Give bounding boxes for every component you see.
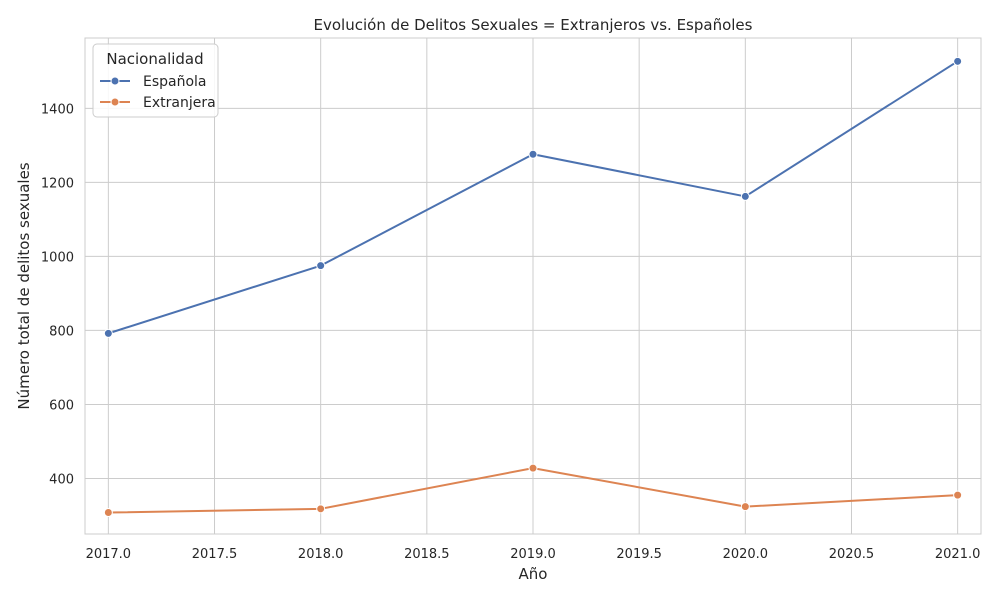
y-tick-label: 800 (49, 324, 74, 339)
legend-items: Española Extranjera (100, 74, 216, 111)
x-tick-label: 2017.5 (192, 547, 238, 562)
legend-title: Nacionalidad (106, 50, 203, 68)
data-point (103, 328, 113, 338)
x-tick-label: 2020.5 (829, 547, 875, 562)
grid (85, 38, 981, 534)
y-axis-ticks: 400 600 800 1000 1200 1400 (41, 102, 74, 487)
x-tick-label: 2019.5 (616, 547, 662, 562)
legend-box (92, 43, 219, 118)
y-tick-label: 1400 (41, 102, 74, 117)
data-point (953, 56, 963, 66)
x-axis-title: Año (519, 565, 548, 583)
data-point (316, 504, 326, 514)
x-tick-label: 2018.5 (404, 547, 450, 562)
y-tick-label: 1200 (41, 176, 74, 191)
y-tick-label: 1000 (41, 250, 74, 265)
x-axis-ticks: 2017.0 2017.5 2018.0 2018.5 2019.0 2019.5 2020… (86, 547, 981, 562)
data-point (103, 508, 113, 518)
y-axis-title: Número total de delitos sexuales (15, 162, 33, 409)
plot-frame (84, 37, 982, 535)
legend: Nacionalidad Española Extranjera (92, 43, 219, 118)
chart-title: Evolución de Delitos Sexuales = Extranje… (314, 16, 753, 34)
data-point (953, 490, 963, 500)
x-tick-label: 2017.0 (86, 547, 132, 562)
y-tick-label: 400 (49, 472, 74, 487)
series-layer (103, 56, 963, 518)
legend-marker (110, 97, 120, 107)
data-point (528, 463, 538, 473)
x-tick-label: 2021.0 (935, 547, 981, 562)
data-point (316, 261, 326, 271)
legend-label: Extranjera (143, 95, 216, 111)
data-point (740, 191, 750, 201)
legend-item: Extranjera (100, 95, 216, 111)
legend-marker (110, 76, 120, 86)
x-tick-label: 2019.0 (510, 547, 556, 562)
x-tick-label: 2018.0 (298, 547, 344, 562)
y-tick-label: 600 (49, 398, 74, 413)
data-point (528, 149, 538, 159)
data-point (740, 502, 750, 512)
x-tick-label: 2020.0 (723, 547, 769, 562)
legend-label: Española (143, 74, 207, 90)
series-1 (103, 56, 963, 338)
legend-item: Española (100, 74, 207, 90)
series-2 (103, 463, 963, 518)
